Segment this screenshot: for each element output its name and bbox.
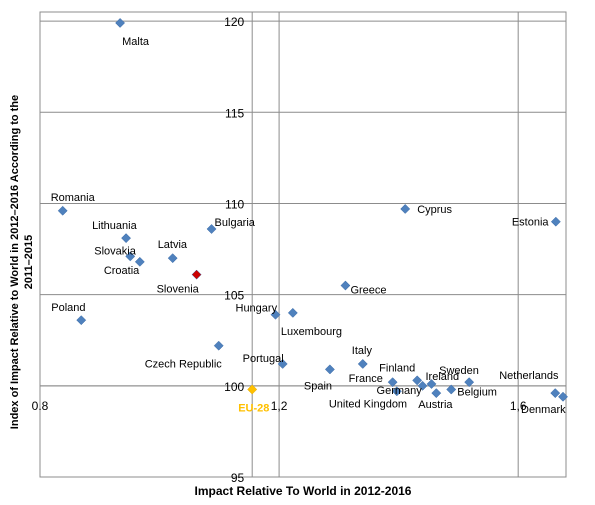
point-label-portugal: Portugal	[243, 353, 284, 365]
point-label-luxembourg: Luxembourg	[281, 326, 342, 338]
y-tick-label-100: 100	[224, 380, 244, 394]
point-netherlands	[550, 388, 561, 399]
point-germany	[417, 380, 428, 391]
point-spain	[324, 364, 335, 375]
y-tick-label-115: 115	[225, 106, 244, 120]
point-label-hungary: Hungary	[236, 303, 278, 315]
y-tick-label-95: 95	[231, 471, 245, 485]
point-belgium	[446, 384, 457, 395]
point-label-estonia: Estonia	[512, 217, 550, 229]
point-label-malta: Malta	[122, 36, 150, 48]
point-austria	[431, 388, 442, 399]
point-slovakia	[125, 251, 136, 262]
point-united-kingdom	[391, 386, 402, 397]
point-label-bulgaria: Bulgaria	[215, 217, 256, 229]
point-label-denmark: Denmark	[521, 404, 566, 416]
y-tick-label-120: 120	[224, 15, 244, 29]
point-denmark	[558, 391, 568, 402]
point-label-france: France	[349, 373, 383, 385]
plot-area	[39, 11, 567, 478]
point-portugal	[277, 358, 288, 369]
point-label-cyprus: Cyprus	[417, 204, 452, 216]
point-label-finland: Finland	[379, 362, 415, 374]
point-greece	[340, 280, 351, 291]
point-label-eu-28: EU-28	[238, 402, 269, 414]
point-france	[387, 377, 398, 388]
point-eu-28	[247, 384, 258, 395]
point-label-czech-republic: Czech Republic	[145, 359, 223, 371]
point-label-germany: Germany	[377, 385, 423, 397]
point-label-austria: Austria	[418, 399, 453, 411]
point-label-slovakia: Slovakia	[94, 245, 136, 257]
point-label-croatia: Croatia	[104, 265, 140, 277]
point-cyprus	[400, 203, 411, 214]
point-hungary	[270, 309, 281, 320]
point-ireland	[426, 379, 437, 389]
point-poland	[76, 315, 87, 326]
y-tick-label-105: 105	[224, 289, 244, 303]
point-label-greece: Greece	[350, 285, 386, 297]
point-luxembourg	[287, 307, 298, 318]
point-finland	[412, 375, 423, 386]
point-malta	[115, 17, 126, 28]
point-slovenia	[191, 269, 202, 280]
x-tick-label-1-2: 1,2	[271, 399, 288, 413]
point-sweden	[464, 377, 475, 388]
point-label-slovenia: Slovenia	[157, 284, 200, 296]
point-label-ireland: Ireland	[426, 371, 460, 383]
point-croatia	[134, 256, 145, 267]
point-bulgaria	[206, 224, 217, 234]
point-label-italy: Italy	[352, 345, 373, 357]
x-tick-label-1-6: 1,6	[510, 399, 527, 413]
point-italy	[357, 358, 368, 369]
x-axis-label: Impact Relative To World in 2012-2016	[194, 484, 412, 498]
y-tick-label-110: 110	[225, 197, 244, 211]
point-estonia	[550, 216, 561, 227]
point-lithuania	[121, 233, 132, 244]
point-label-belgium: Belgium	[457, 386, 497, 398]
point-label-sweden: Sweden	[439, 365, 479, 377]
point-label-netherlands: Netherlands	[499, 370, 559, 382]
point-label-latvia: Latvia	[158, 239, 188, 251]
point-romania	[57, 205, 68, 216]
x-tick-label-0-8: 0.8	[32, 399, 49, 413]
point-label-spain: Spain	[304, 380, 332, 392]
point-label-lithuania: Lithuania	[92, 220, 138, 232]
y-axis-label: Index of Impact Relative to World in 201…	[9, 94, 35, 430]
point-czech-republic	[213, 340, 224, 351]
point-label-poland: Poland	[51, 302, 85, 314]
point-label-romania: Romania	[51, 192, 96, 204]
point-latvia	[167, 253, 178, 264]
point-label-united-kingdom: United Kingdom	[329, 398, 407, 410]
